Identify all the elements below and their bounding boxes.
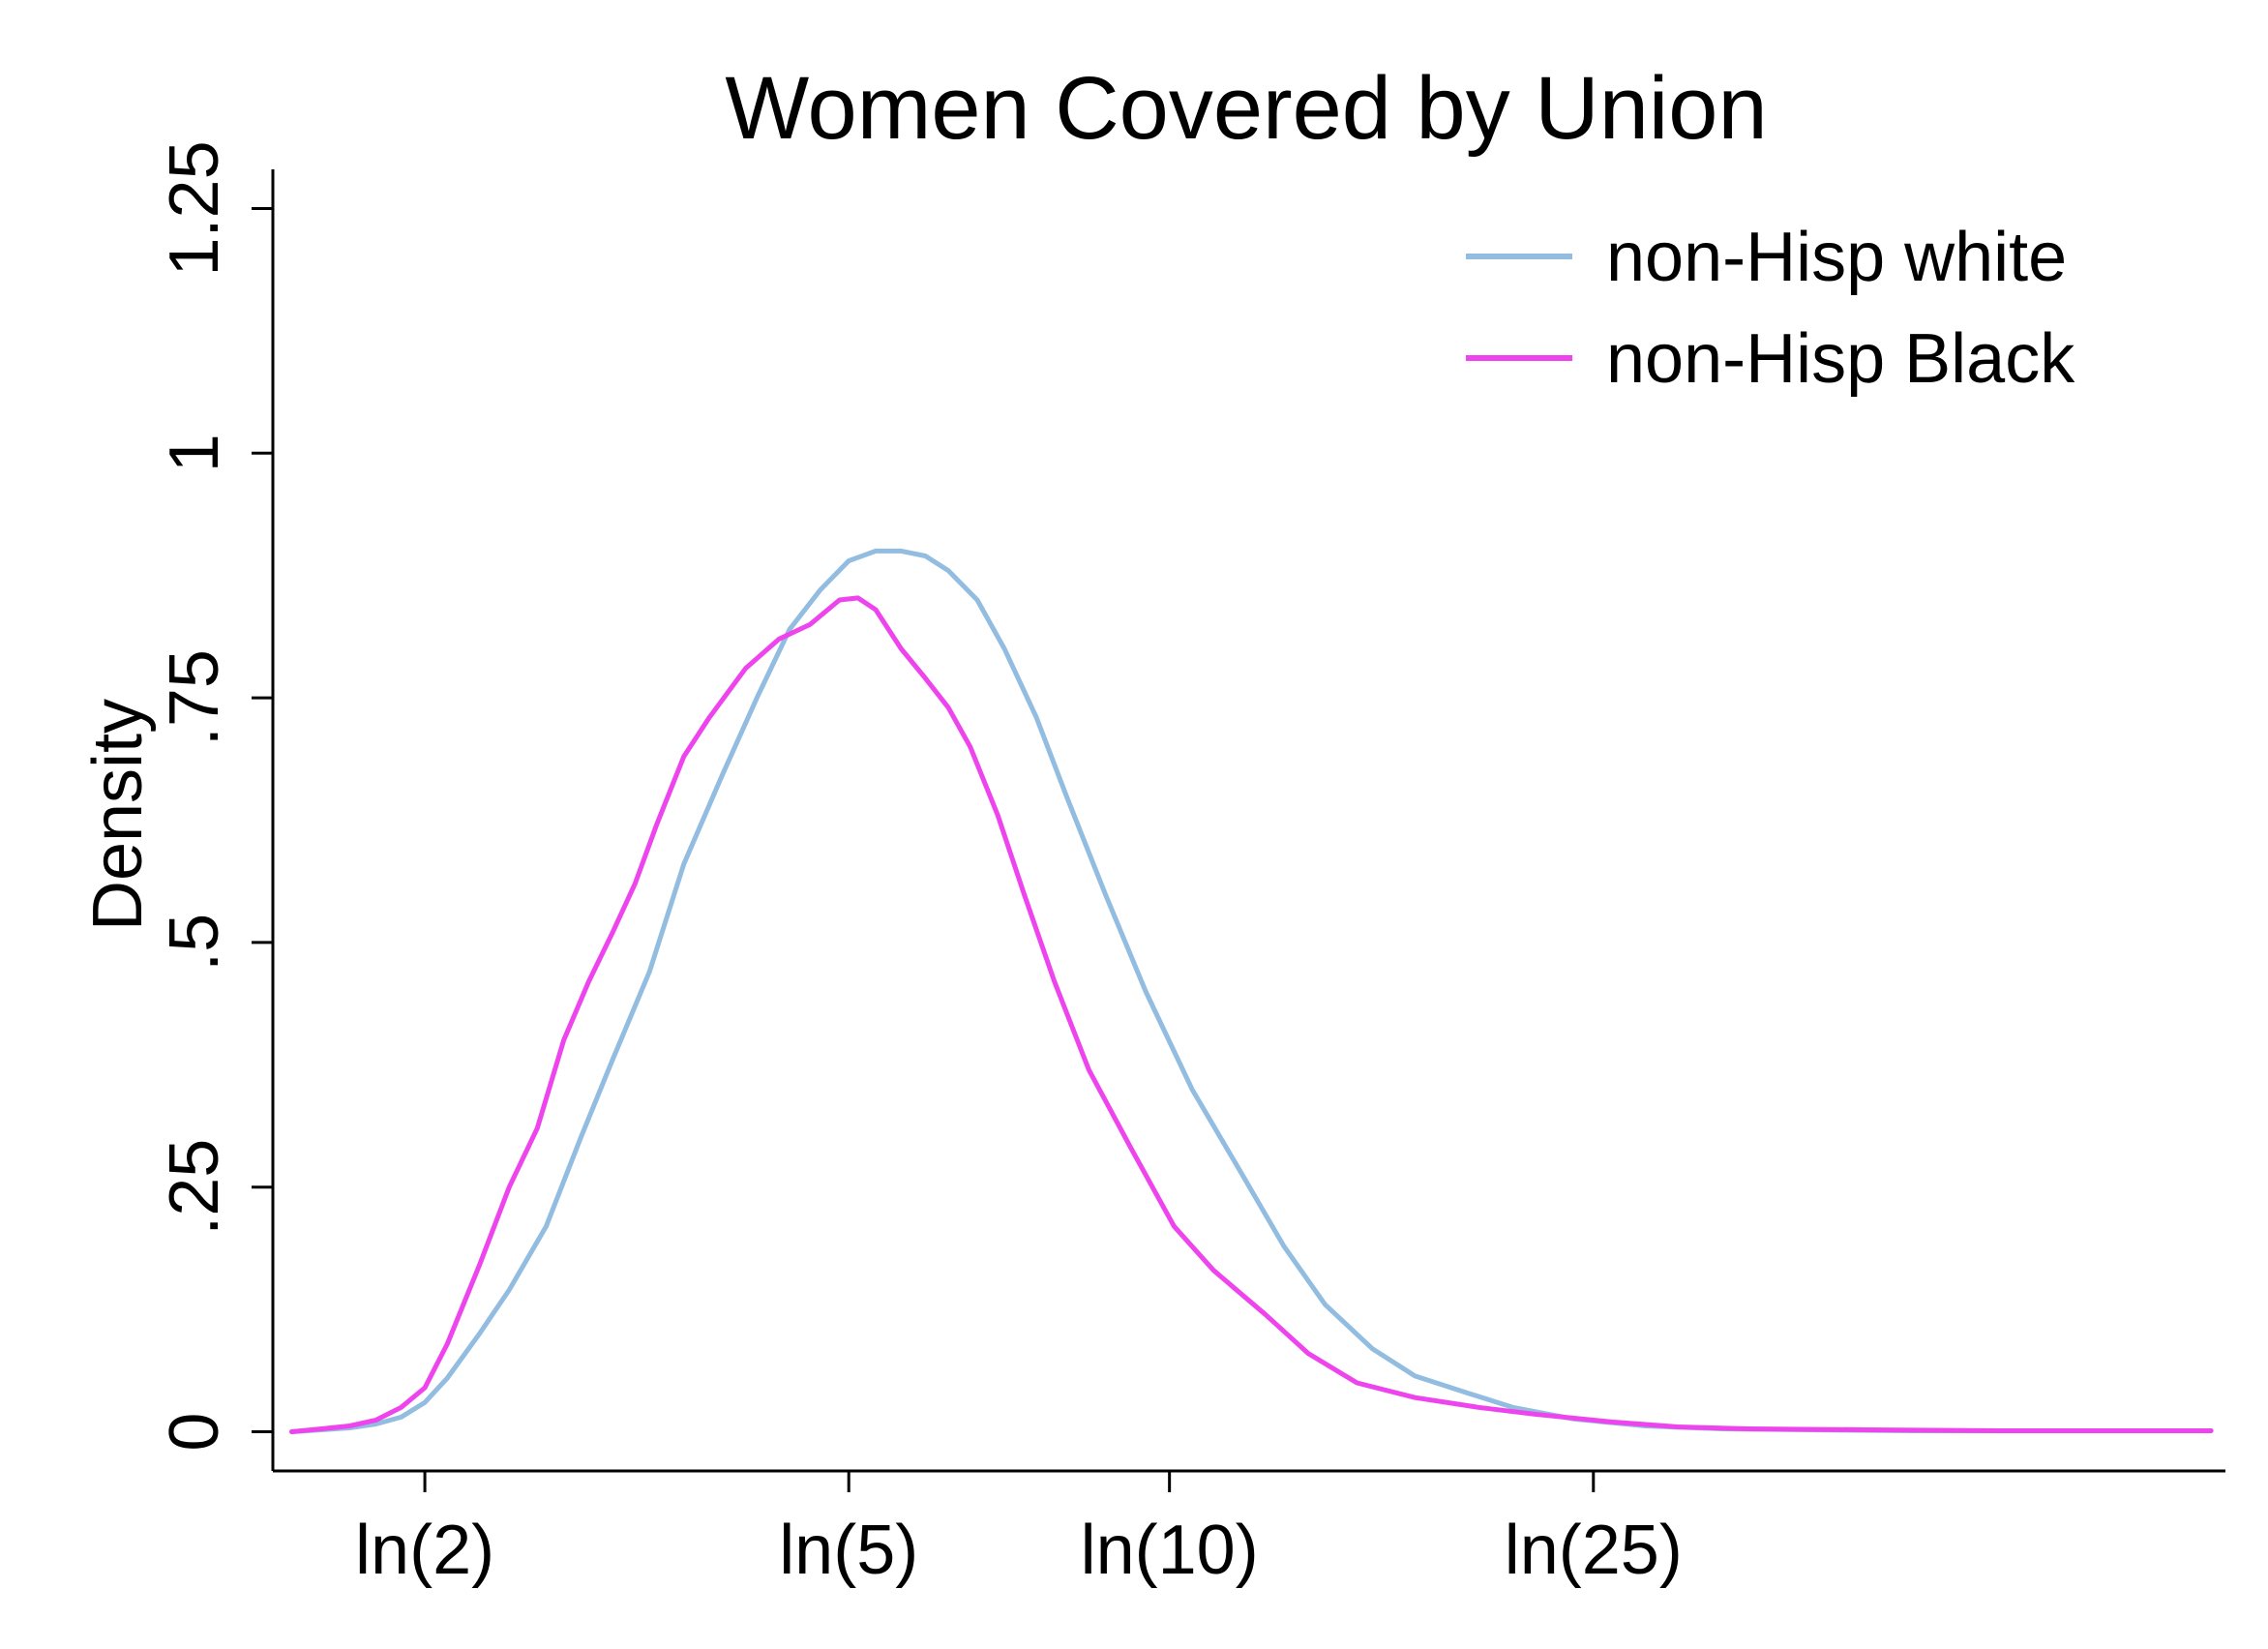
x-tick-label: ln(2)	[355, 1512, 494, 1589]
y-tick-label: 1	[156, 434, 233, 472]
y-axis-label: Density	[79, 699, 157, 931]
y-tick-label: .75	[156, 649, 233, 746]
series-line-1	[289, 595, 2214, 1434]
legend: non-Hisp white non-Hisp Black	[1466, 219, 2075, 398]
chart-title: Women Covered by Union	[725, 59, 1767, 158]
legend-label-0: non-Hisp white	[1606, 219, 2067, 296]
y-tick-label: .25	[156, 1139, 233, 1236]
x-tick-label: ln(10)	[1081, 1512, 1259, 1589]
x-tick-label: ln(25)	[1505, 1512, 1683, 1589]
y-tick-label: 1.25	[156, 140, 233, 276]
y-tick-label: 0	[156, 1413, 233, 1452]
axes: 0 .25 .5 .75 1 1.25 ln(2) ln(5) ln(10) ln(25)	[156, 140, 2225, 1589]
y-tick-label: .5	[156, 914, 233, 972]
x-tick-label: ln(5)	[779, 1512, 918, 1589]
legend-label-1: non-Hisp Black	[1606, 320, 2075, 398]
series-layer	[289, 548, 2214, 1434]
